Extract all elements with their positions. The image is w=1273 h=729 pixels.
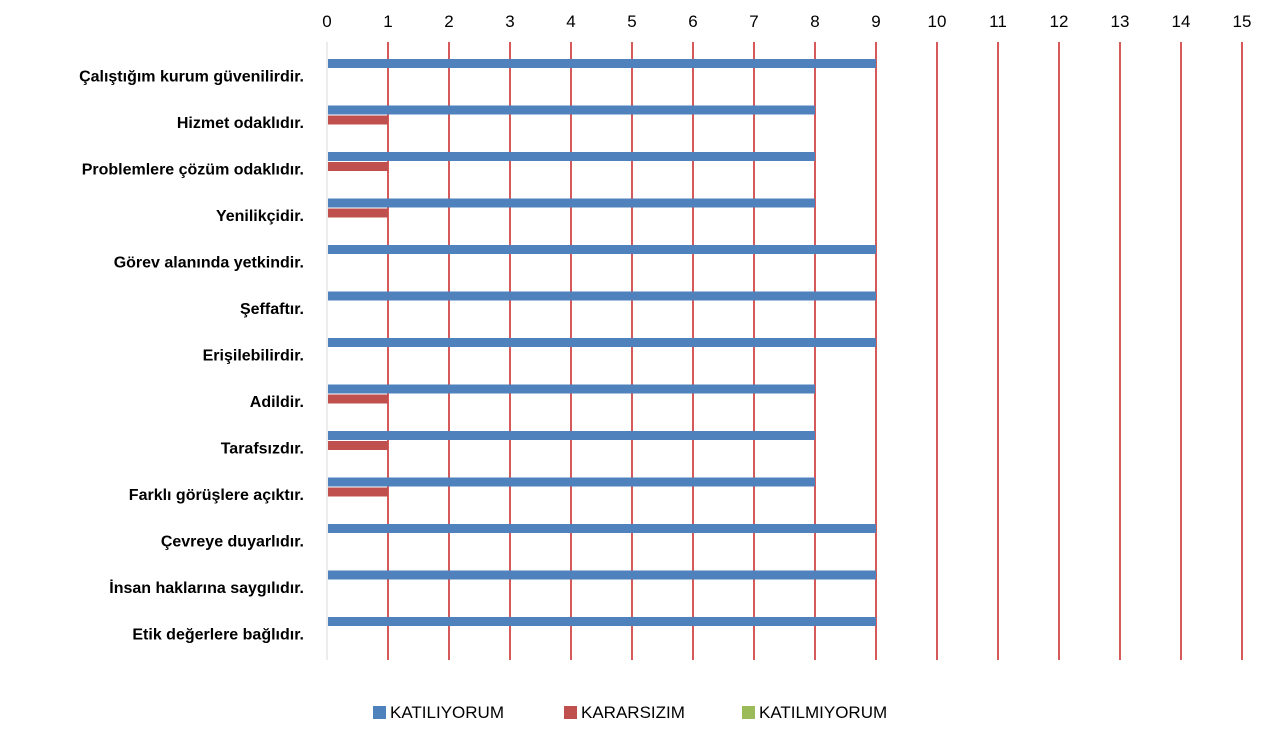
x-tick-label: 9 [871,12,880,31]
x-tick-label: 11 [989,12,1007,31]
x-tick-label: 3 [505,12,514,31]
category-label: Farklı görüşlere açıktır. [129,487,304,504]
bar-katiliyorum-7 [328,384,815,394]
category-label: Şeffaftır. [240,301,304,318]
category-label: Çalıştığım kurum güvenilirdir. [79,69,304,86]
bar-kararsizim-2 [328,162,388,171]
x-tick-label: 12 [1050,12,1069,31]
x-tick-label: 10 [928,12,947,31]
legend-label-katilmiyorum: KATILMIYORUM [759,703,887,722]
bars [328,59,876,626]
bar-kararsizim-8 [328,441,388,450]
bar-katiliyorum-12 [328,617,876,626]
category-label: İnsan haklarına saygılıdır. [109,579,304,597]
bar-kararsizim-3 [328,208,388,218]
category-label: Erişilebilirdir. [203,348,304,365]
bar-kararsizim-7 [328,394,388,404]
category-label: Problemlere çözüm odaklıdır. [82,162,304,179]
category-label: Hizmet odaklıdır. [177,115,304,132]
legend-swatch-katiliyorum [373,706,386,719]
x-tick-label: 7 [749,12,758,31]
bar-katiliyorum-1 [328,105,815,115]
x-tick-label: 13 [1111,12,1130,31]
bar-katiliyorum-3 [328,198,815,208]
bar-kararsizim-1 [328,115,388,125]
x-tick-label: 1 [383,12,392,31]
bar-katiliyorum-4 [328,245,876,254]
x-tick-label: 15 [1233,12,1252,31]
bar-katiliyorum-0 [328,59,876,68]
x-tick-label: 5 [627,12,636,31]
x-tick-label: 4 [566,12,575,31]
category-label: Görev alanında yetkindir. [114,255,304,272]
x-tick-label: 6 [688,12,697,31]
bar-katiliyorum-8 [328,431,815,440]
category-label: Tarafsızdır. [221,441,304,458]
category-label: Adildir. [250,394,304,411]
legend-swatch-kararsizim [564,706,577,719]
bar-kararsizim-9 [328,487,388,497]
x-axis-tick-labels: 0 1 2 3 4 5 6 7 8 9 10 11 12 13 14 15 [322,12,1251,31]
bar-katiliyorum-9 [328,477,815,487]
bar-katiliyorum-11 [328,570,876,580]
category-label: Çevreye duyarlıdır. [161,534,304,551]
category-labels: Çalıştığım kurum güvenilirdir. Hizmet oda… [79,69,304,644]
x-tick-label: 8 [810,12,819,31]
x-tick-label: 0 [322,12,331,31]
gridlines [326,42,1243,660]
bar-katiliyorum-2 [328,152,815,161]
bar-katiliyorum-6 [328,338,876,347]
category-label: Etik değerlere bağlıdır. [132,627,304,644]
legend: KATILIYORUM KARARSIZIM KATILMIYORUM [373,703,887,722]
x-tick-label: 14 [1172,12,1191,31]
category-label: Yenilikçidir. [216,208,304,225]
bar-katiliyorum-10 [328,524,876,533]
x-tick-label: 2 [444,12,453,31]
legend-label-kararsizim: KARARSIZIM [581,703,685,722]
legend-swatch-katilmiyorum [742,706,755,719]
bar-katiliyorum-5 [328,291,876,301]
legend-label-katiliyorum: KATILIYORUM [390,703,504,722]
